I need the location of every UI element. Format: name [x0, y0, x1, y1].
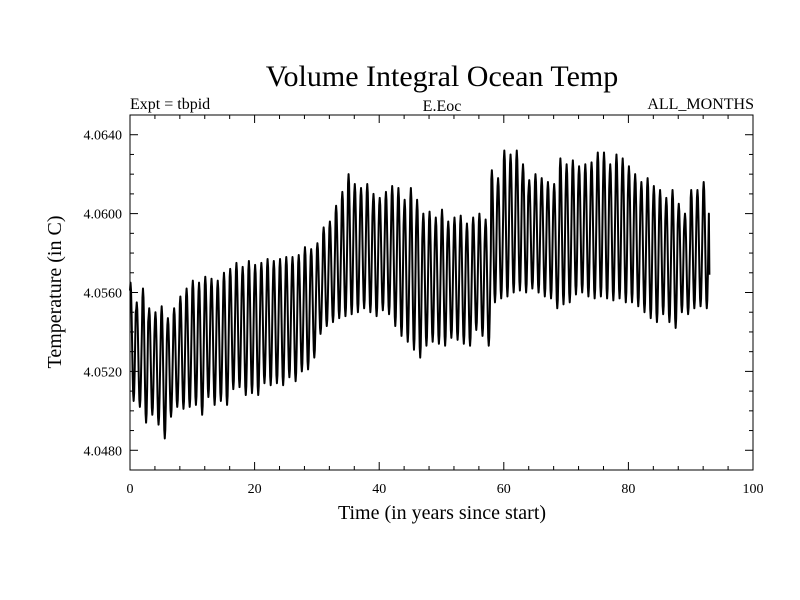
y-axis-label: Temperature (in C)	[44, 216, 66, 369]
x-tick-label: 100	[743, 482, 764, 497]
chart-title: Volume Integral Ocean Temp	[266, 60, 619, 93]
subtitle-months: ALL_MONTHS	[647, 96, 754, 113]
x-tick-label: 40	[372, 482, 386, 497]
y-tick-label: 4.0520	[84, 365, 123, 380]
x-tick-label: 80	[621, 482, 635, 497]
y-tick-labels: 4.0480 4.0520 4.0560 4.0600 4.0640	[84, 129, 123, 460]
subtitle-field: E.Eoc	[423, 98, 462, 115]
axis-ticks	[129, 114, 754, 471]
x-axis-label: Time (in years since start)	[338, 502, 546, 524]
x-tick-label: 20	[248, 482, 262, 497]
y-tick-label: 4.0640	[84, 129, 123, 144]
x-tick-labels: 0 20 40 60 80 100	[127, 482, 764, 497]
y-tick-label: 4.0560	[84, 287, 123, 302]
subtitle-expt: Expt = tbpid	[130, 96, 210, 113]
y-tick-label: 4.0600	[84, 208, 123, 223]
y-tick-label: 4.0480	[84, 444, 123, 459]
x-tick-label: 0	[127, 482, 134, 497]
x-tick-label: 60	[497, 482, 511, 497]
series-line	[129, 149, 711, 440]
